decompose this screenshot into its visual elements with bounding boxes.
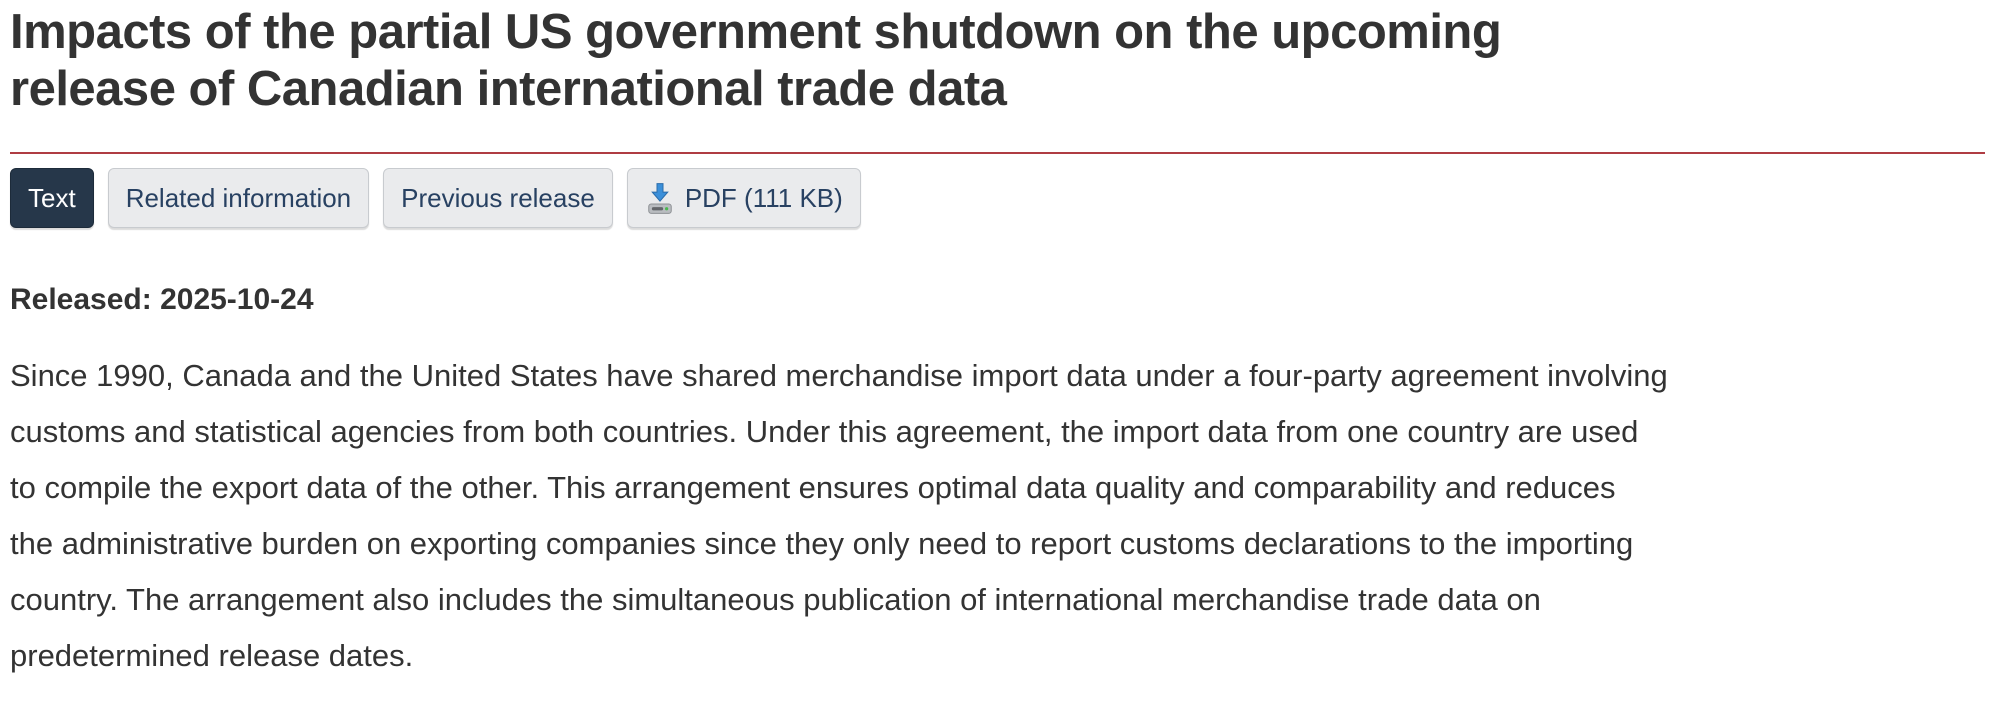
article-paragraph: Since 1990, Canada and the United States… [10,348,1985,684]
page-title-line2: release of Canadian international trade … [10,62,1007,116]
paragraph-line: predetermined release dates. [10,638,414,673]
paragraph-line: Since 1990, Canada and the United States… [10,358,1668,393]
download-icon [645,182,675,216]
page-title: Impacts of the partial US government shu… [10,0,1985,154]
tab-pdf-download[interactable]: PDF (111 KB) [626,168,861,228]
tab-pdf-label: PDF (111 KB) [684,182,843,213]
released-date: Released: 2025-10-24 [10,283,314,316]
tab-previous-release[interactable]: Previous release [383,168,613,228]
paragraph-line: customs and statistical agencies from bo… [10,414,1639,449]
paragraph-line: to compile the export data of the other.… [10,470,1616,505]
tab-related-information[interactable]: Related information [107,168,370,228]
article-page: Impacts of the partial US government shu… [10,0,1985,684]
tab-text[interactable]: Text [10,168,94,228]
paragraph-line: country. The arrangement also includes t… [10,582,1541,617]
page-title-line1: Impacts of the partial US government shu… [10,5,1502,59]
paragraph-line: the administrative burden on exporting c… [10,526,1634,561]
tab-bar: Text Related information Previous releas… [10,168,1985,228]
